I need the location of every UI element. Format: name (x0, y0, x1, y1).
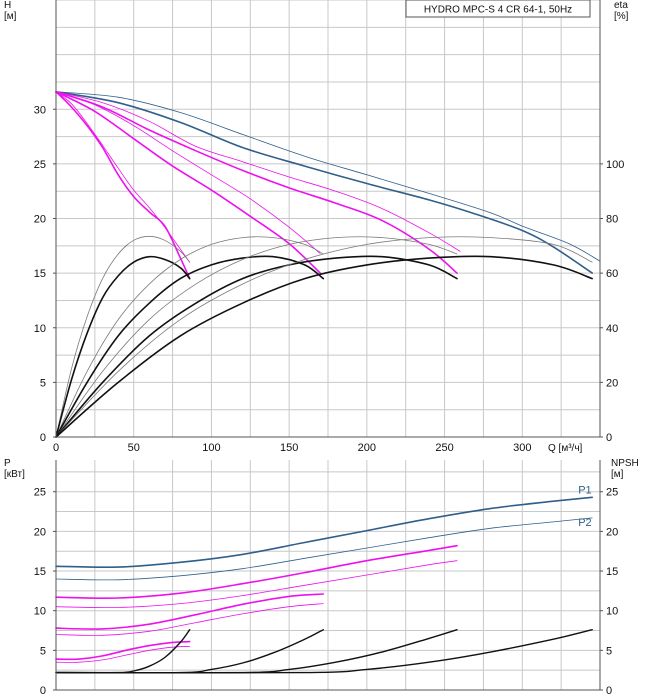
y-right-tick-label: 80 (606, 214, 618, 226)
x-tick-label: 200 (358, 442, 376, 454)
y-tick-label: 10 (34, 323, 46, 335)
curve-p2-1-pump (55, 646, 191, 663)
y-tick-label: 20 (34, 214, 46, 226)
curve-eta-1-pump (55, 255, 191, 438)
curve-p1-1-pump (55, 640, 191, 661)
curve-eta-4-pumps-tolerance (55, 236, 593, 438)
curve-p1-2-pumps (55, 593, 325, 630)
y-right-tick-label: 0 (606, 685, 612, 697)
y-right-tick-label: 60 (606, 268, 618, 280)
x-tick-label: 50 (128, 442, 140, 454)
y-axis-title-p: P [кВт] (4, 458, 25, 480)
top-axes: 0 50 100 150 200 250 3000510152025300204060801… (34, 0, 624, 454)
x-tick-label: 250 (435, 442, 453, 454)
y-tick-label: 25 (34, 159, 46, 171)
y-axis-title-npsh: NPSH [м] (611, 458, 639, 480)
curve-h-4-pumps (55, 91, 593, 274)
curve-p1-3-pumps (55, 544, 458, 599)
chart-title: HYDRO MPC-S 4 CR 64-1, 50Hz (424, 5, 572, 16)
y-tick-label: 15 (34, 268, 46, 280)
y-tick-label: 0 (40, 432, 46, 444)
axis-labels: H [м] eta [%] P [кВт] NPSH [м] Q [м³/ч] (4, 0, 639, 480)
y-tick-label: 20 (34, 526, 46, 538)
y-right-tick-label: 10 (606, 606, 618, 618)
curve-npsh-2-pumps (55, 629, 324, 674)
curve-h-2-pumps-tolerance (55, 91, 321, 254)
bottom-curves: P1 P2 (55, 484, 593, 674)
y-right-tick-label: 100 (606, 159, 624, 171)
y-right-tick-label: 0 (606, 432, 612, 444)
curve-h-2-pumps (55, 91, 321, 274)
curve-h-3-pumps (55, 91, 458, 274)
curve-label-p1: P1 (578, 484, 591, 496)
y-right-tick-label: 20 (606, 526, 618, 538)
y-right-tick-label: 40 (606, 323, 618, 335)
x-tick-label: 100 (202, 442, 220, 454)
x-tick-label: 300 (513, 442, 531, 454)
x-tick-label: 0 (53, 442, 59, 454)
top-curves (55, 91, 601, 438)
x-tick-label: 150 (280, 442, 298, 454)
bottom-grid (55, 460, 601, 691)
curve-h-4-pumps-tolerance (55, 91, 601, 262)
y-right-tick-label: 15 (606, 566, 618, 578)
y-tick-label: 5 (40, 645, 46, 657)
top-grid (55, 0, 601, 438)
y-axis-title-eta: eta [%] (614, 0, 629, 22)
curve-p1 (55, 496, 593, 569)
y-right-tick-label: 25 (606, 487, 618, 499)
curve-eta-1-pump-tolerance (55, 235, 191, 438)
y-tick-label: 0 (40, 685, 46, 697)
curve-h-1-pump-tolerance (55, 91, 191, 263)
curve-eta-4-pumps (55, 255, 593, 438)
curve-p2-2-pumps (55, 603, 324, 636)
curve-npsh-4-pumps (55, 629, 593, 674)
curve-eta-2-pumps-tolerance (55, 236, 324, 438)
curve-eta-3-pumps-tolerance (55, 236, 458, 438)
curve-h-1-pump (55, 91, 191, 280)
bottom-axes: 0 5 10 15 20 25 0 5 10 15 20 25 (34, 460, 618, 697)
curve-p2-3-pumps (55, 560, 458, 609)
curve-p2 (55, 517, 593, 581)
curve-label-p2: P2 (578, 517, 591, 529)
curve-eta-2-pumps (55, 255, 325, 438)
x-axis-title: Q [м³/ч] (548, 443, 583, 454)
y-right-tick-label: 20 (606, 377, 618, 389)
title-box: HYDRO MPC-S 4 CR 64-1, 50Hz (405, 0, 591, 18)
y-right-tick-label: 5 (606, 645, 612, 657)
y-tick-label: 5 (40, 377, 46, 389)
y-tick-label: 15 (34, 566, 46, 578)
y-tick-label: 30 (34, 104, 46, 116)
y-axis-title-h: H [м] (4, 0, 17, 22)
y-tick-label: 10 (34, 606, 46, 618)
curve-h-3-pumps-tolerance (55, 91, 461, 252)
y-tick-label: 25 (34, 487, 46, 499)
